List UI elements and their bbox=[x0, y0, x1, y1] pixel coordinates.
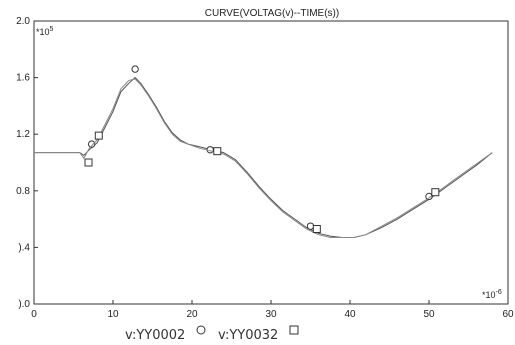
x-tick-label: 60 bbox=[502, 309, 514, 320]
legend: v:YY0002 v:YY0032 bbox=[125, 325, 299, 343]
y-tick-label: 1.6 bbox=[16, 73, 30, 84]
data-point-circle bbox=[87, 140, 96, 148]
y-tick-label: 1.2 bbox=[16, 129, 30, 140]
legend-marker-circle bbox=[196, 325, 206, 335]
x-tick-label: 40 bbox=[344, 309, 356, 320]
data-point-circle bbox=[131, 65, 139, 73]
y-tick-label: ).0 bbox=[18, 299, 30, 310]
x-exponent-label: *10-6 bbox=[482, 289, 502, 300]
series-line-1 bbox=[34, 76, 493, 238]
x-tick-label: 10 bbox=[107, 309, 119, 320]
x-tick-label: 30 bbox=[265, 309, 277, 320]
y-tick-label: 0.8 bbox=[16, 186, 30, 197]
data-point-square bbox=[312, 225, 321, 234]
legend-label-series-2: v:YY0032 bbox=[218, 328, 278, 343]
x-tick-label: 50 bbox=[423, 309, 435, 320]
legend-label-series-1: v:YY0002 bbox=[125, 328, 185, 343]
x-tick-label: 0 bbox=[31, 309, 37, 320]
y-tick-label: ).4 bbox=[18, 242, 30, 253]
y-tick-label: 2.0 bbox=[16, 16, 30, 27]
chart-title: CURVE(VOLTAG(v)--TIME(s)) bbox=[205, 8, 339, 19]
data-point-square bbox=[84, 158, 93, 167]
series-line-2 bbox=[34, 78, 493, 238]
y-exponent-label: *105 bbox=[36, 26, 54, 37]
y-axis: ).0 ).4 0.8 1.2 1.6 2.0 bbox=[16, 16, 38, 310]
x-axis: 0 10 20 30 40 50 60 bbox=[31, 300, 514, 320]
data-point-square bbox=[213, 147, 222, 156]
plot-frame bbox=[33, 20, 509, 305]
x-tick-label: 20 bbox=[186, 309, 198, 320]
data-point-circle bbox=[306, 222, 315, 230]
data-point-circle bbox=[425, 192, 433, 201]
data-point-square bbox=[431, 188, 440, 197]
data-point-square bbox=[94, 131, 103, 140]
legend-marker-square bbox=[289, 325, 299, 335]
series-layer bbox=[34, 65, 493, 238]
